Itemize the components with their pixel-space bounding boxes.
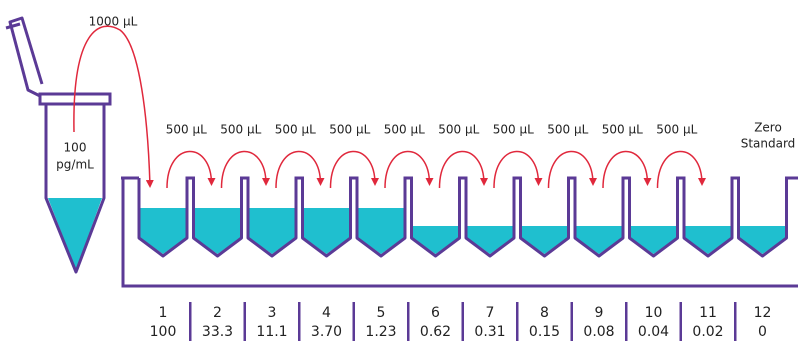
well-number: 4 xyxy=(322,305,331,321)
well-liquid xyxy=(358,208,404,254)
well xyxy=(737,178,788,258)
transfer-arrow xyxy=(73,25,154,188)
well-number: 5 xyxy=(377,305,386,321)
well xyxy=(192,178,243,258)
well xyxy=(573,178,625,258)
transfer-volume: 500 µL xyxy=(220,123,261,137)
well-liquid xyxy=(522,226,567,254)
well xyxy=(519,178,570,258)
well-liquid xyxy=(576,226,622,254)
transfer-volume: 500 µL xyxy=(329,123,370,137)
transfer-volume: 500 µL xyxy=(438,123,479,137)
source-volume: 1000 µL xyxy=(89,15,138,29)
tube-lid xyxy=(8,16,44,98)
transfer-arrow xyxy=(493,150,543,189)
tube-lid-tab xyxy=(5,22,21,30)
well-liquid xyxy=(685,226,731,254)
well-concentration: 3.70 xyxy=(311,324,342,340)
transfer-volume: 500 µL xyxy=(166,123,207,137)
well-number: 1 xyxy=(159,305,168,321)
well xyxy=(682,178,734,258)
source-tube: 100 pg/mL xyxy=(5,16,112,274)
transfer-arrow xyxy=(329,150,379,189)
transfer-arrow xyxy=(384,150,434,189)
tube-liquid xyxy=(48,198,102,270)
well-number: 10 xyxy=(645,305,663,321)
well-concentration: 0.31 xyxy=(474,324,505,340)
transfer-volume: 500 µL xyxy=(602,123,643,137)
well-concentration: 0.02 xyxy=(692,324,723,340)
rack xyxy=(121,178,798,288)
transfer-volume: 500 µL xyxy=(656,123,697,137)
well xyxy=(410,178,461,258)
transfer-volume: 500 µL xyxy=(275,123,316,137)
well-number: 8 xyxy=(540,305,549,321)
transfer-arrow xyxy=(275,150,325,189)
transfer-arrow xyxy=(166,150,216,189)
transfer-arrow xyxy=(602,150,652,189)
transfer-volume: 500 µL xyxy=(384,123,425,137)
source-unit: pg/mL xyxy=(56,158,94,172)
well-concentration: 0.62 xyxy=(420,324,451,340)
well-number: 2 xyxy=(213,305,222,321)
well-concentration: 11.1 xyxy=(256,324,287,340)
well xyxy=(137,178,189,258)
transfer-volume: 500 µL xyxy=(547,123,588,137)
well-concentration: 0.04 xyxy=(638,324,669,340)
zero-label: Standard xyxy=(741,137,796,151)
well xyxy=(301,178,352,258)
transfer-arrow xyxy=(656,150,706,189)
well-number: 3 xyxy=(268,305,277,321)
tube-body xyxy=(44,104,106,274)
well-concentration: 0 xyxy=(758,324,767,340)
well-liquid xyxy=(140,208,186,254)
well-concentration: 0.15 xyxy=(529,324,560,340)
transfer-arrow xyxy=(438,150,488,189)
zero-label: Zero xyxy=(754,121,782,135)
well-liquid xyxy=(249,208,295,254)
well-liquid xyxy=(195,208,240,254)
source-concentration: 100 xyxy=(64,141,87,155)
well-concentration: 0.08 xyxy=(583,324,614,340)
well xyxy=(355,178,407,258)
well-concentration: 33.3 xyxy=(202,324,233,340)
transfer-arrow xyxy=(220,150,270,189)
well-liquid xyxy=(467,226,513,254)
well-number: 9 xyxy=(595,305,604,321)
well-number: 7 xyxy=(486,305,495,321)
well-number: 12 xyxy=(754,305,772,321)
well xyxy=(628,178,679,258)
well xyxy=(464,178,516,258)
well-liquid xyxy=(304,208,349,254)
well-concentration: 100 xyxy=(150,324,177,340)
well-number: 6 xyxy=(431,305,440,321)
well-concentration: 1.23 xyxy=(365,324,396,340)
well xyxy=(246,178,298,258)
well-liquid xyxy=(740,226,785,254)
transfer-arrow xyxy=(547,150,597,189)
well-liquid xyxy=(631,226,676,254)
well-number: 11 xyxy=(699,305,717,321)
well-liquid xyxy=(413,226,458,254)
well-strip: 1100233.3311.143.7051.2360.6270.3180.159… xyxy=(121,123,798,341)
transfer-volume: 500 µL xyxy=(493,123,534,137)
